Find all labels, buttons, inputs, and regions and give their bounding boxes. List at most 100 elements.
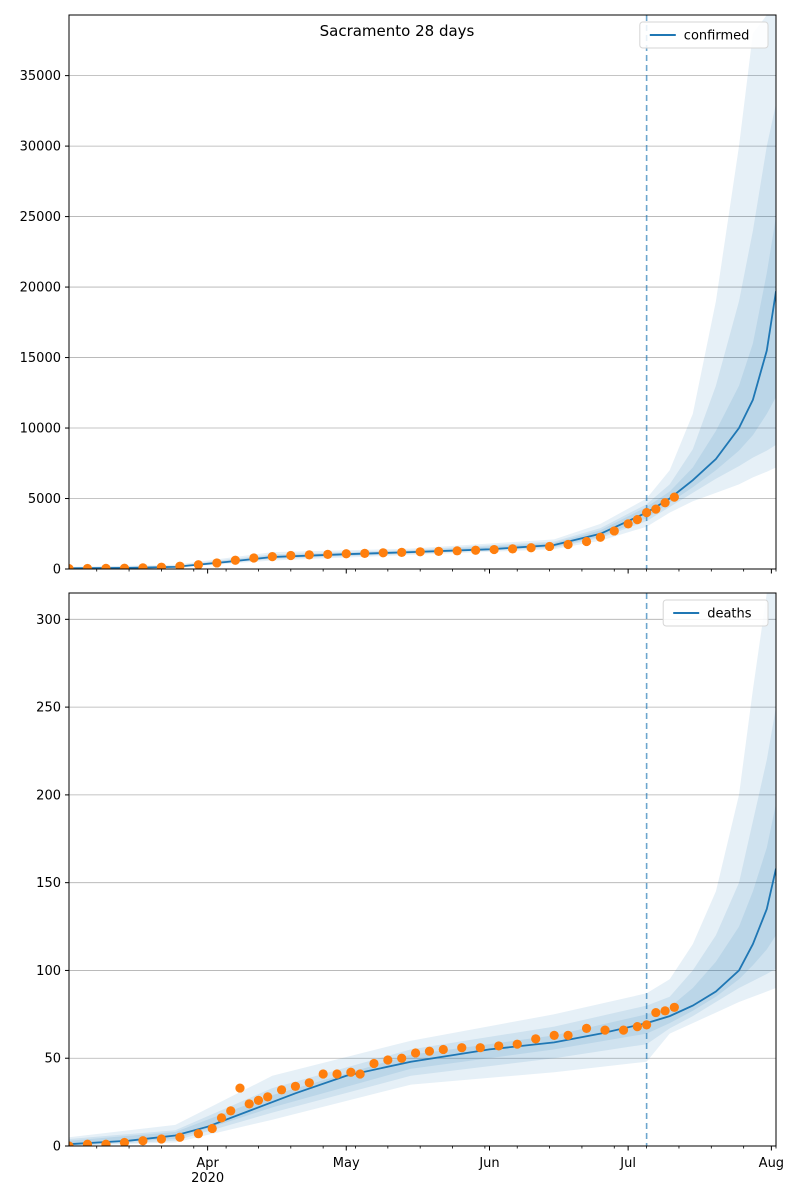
observed-point <box>82 1139 93 1146</box>
observed-point <box>267 551 277 562</box>
observed-point <box>642 508 652 518</box>
observed-point <box>581 1023 592 1033</box>
legend <box>662 599 769 627</box>
observed-point <box>632 515 642 525</box>
y-tick-label: 200 <box>36 788 61 803</box>
observed-point <box>226 1106 236 1116</box>
x-tick-label: Aug <box>759 1156 784 1171</box>
observed-point <box>82 563 93 569</box>
plot-area <box>69 593 776 1146</box>
legend <box>639 21 769 49</box>
y-tick-label: 150 <box>36 876 61 891</box>
y-tick-label: 15000 <box>20 351 61 366</box>
observed-point <box>138 563 148 569</box>
observed-point <box>512 1039 522 1049</box>
observed-point <box>175 1132 185 1142</box>
observed-point <box>424 1046 435 1056</box>
observed-point <box>263 1092 273 1102</box>
observed-point <box>276 1085 287 1095</box>
observed-point <box>156 562 167 569</box>
observed-point <box>101 1139 111 1146</box>
observed-point <box>475 1043 485 1053</box>
observed-point <box>531 1034 541 1044</box>
observed-point <box>369 1058 379 1069</box>
y-tick-label: 0 <box>53 1140 61 1155</box>
observed-point <box>101 563 111 569</box>
observed-point <box>346 1067 356 1077</box>
observed-point <box>669 1002 679 1012</box>
observed-point <box>609 526 619 536</box>
y-tick-label: 5000 <box>28 492 61 507</box>
band-middle <box>69 707 776 1146</box>
observed-point <box>69 1141 74 1146</box>
observed-point <box>119 1137 130 1146</box>
y-tick-label: 50 <box>44 1052 61 1067</box>
observed-point <box>563 539 573 550</box>
observed-point <box>323 549 333 559</box>
observed-point <box>383 1055 393 1065</box>
observed-point <box>651 504 661 514</box>
observed-point <box>235 1083 245 1093</box>
observed-point <box>471 545 481 555</box>
y-tick-label: 35000 <box>20 69 61 84</box>
observed-point <box>332 1069 342 1079</box>
y-tick-label: 30000 <box>20 140 61 155</box>
observed-point <box>397 1053 407 1063</box>
x-tick-label: Jun <box>478 1156 499 1171</box>
observed-point <box>304 550 314 560</box>
observed-point <box>318 1069 328 1079</box>
observed-point <box>618 1025 629 1035</box>
observed-point <box>212 558 222 568</box>
observed-point <box>415 547 425 557</box>
observed-point <box>669 492 679 502</box>
observed-point <box>207 1123 217 1134</box>
observed-point <box>434 546 444 556</box>
observed-point <box>410 1048 421 1058</box>
observed-point <box>581 536 592 547</box>
y-tick-label: 20000 <box>20 281 61 296</box>
y-tick-label: 25000 <box>20 210 61 225</box>
observed-point <box>69 563 74 569</box>
legend-label: deaths <box>707 607 752 622</box>
observed-point <box>360 548 370 558</box>
observed-point <box>304 1078 314 1088</box>
observed-point <box>244 1099 254 1109</box>
observed-point <box>526 543 536 553</box>
plot-area <box>69 15 776 569</box>
observed-point <box>660 498 670 508</box>
observed-point <box>623 519 633 529</box>
axes-frame <box>68 14 777 570</box>
observed-point <box>290 1081 301 1091</box>
series-line-deaths <box>69 868 776 1146</box>
observed-point <box>494 1041 504 1051</box>
observed-point <box>253 1095 264 1105</box>
observed-point <box>632 1022 642 1032</box>
x-tick-label: May <box>333 1156 360 1171</box>
observed-point <box>457 1043 467 1053</box>
observed-point <box>549 1030 559 1040</box>
observed-point <box>563 1030 573 1040</box>
observed-point <box>216 1113 227 1123</box>
observed-point <box>341 549 351 559</box>
observed-point <box>378 548 388 558</box>
confirmed-chart-panel: 0 5000 10000 15000 20000 25000 30000 35000 confi… <box>20 14 777 578</box>
observed-point <box>660 1006 670 1016</box>
observed-point <box>651 1007 661 1018</box>
observed-point <box>156 1134 167 1144</box>
observed-point <box>600 1025 610 1035</box>
y-tick-label: 10000 <box>20 422 61 437</box>
observed-point <box>544 541 555 552</box>
observed-point <box>595 532 606 542</box>
observed-point <box>193 1129 203 1139</box>
x-tick-sublabel: 2020 <box>191 1171 224 1186</box>
observed-point <box>230 555 240 565</box>
observed-point <box>642 1020 652 1030</box>
band-outer <box>69 593 776 1146</box>
observed-point <box>193 560 203 569</box>
observed-point <box>438 1044 448 1055</box>
legend-label: confirmed <box>684 29 750 44</box>
observed-point <box>175 561 185 569</box>
y-tick-label: 250 <box>36 701 61 716</box>
observed-point <box>355 1069 365 1079</box>
